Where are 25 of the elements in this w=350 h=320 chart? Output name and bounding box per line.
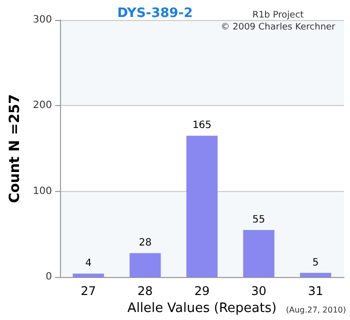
x-tick-label: 30: [251, 284, 266, 298]
bar: [130, 253, 161, 278]
bar: [72, 274, 104, 278]
bar: [300, 272, 332, 278]
bar: [186, 136, 218, 278]
y-tick-label: 200: [32, 100, 52, 112]
data-label: 4: [85, 258, 92, 270]
y-tick-label: 0: [46, 272, 52, 283]
x-tick-label: 27: [80, 284, 96, 298]
data-label: 55: [252, 214, 266, 226]
y-axis-title: Count N =257: [7, 94, 23, 204]
bar: [243, 230, 274, 278]
y-tick-label: 300: [32, 14, 52, 26]
data-label: 5: [312, 257, 319, 268]
annotation: © 2009 Charles Kerchner: [220, 22, 336, 32]
data-label: 165: [192, 120, 212, 132]
x-tick-label: 28: [138, 284, 153, 298]
x-tick-label: 31: [308, 284, 324, 298]
annotation: R1b Project: [252, 10, 304, 20]
x-tick-label: 29: [194, 284, 210, 298]
text: (Aug.27, 2010): [286, 306, 346, 314]
x-axis-title: Allele Values (Repeats): [127, 301, 277, 316]
chart-title: DYS-389-2: [117, 6, 193, 21]
data-label: 28: [138, 238, 152, 249]
y-tick-label: 100: [32, 186, 52, 197]
